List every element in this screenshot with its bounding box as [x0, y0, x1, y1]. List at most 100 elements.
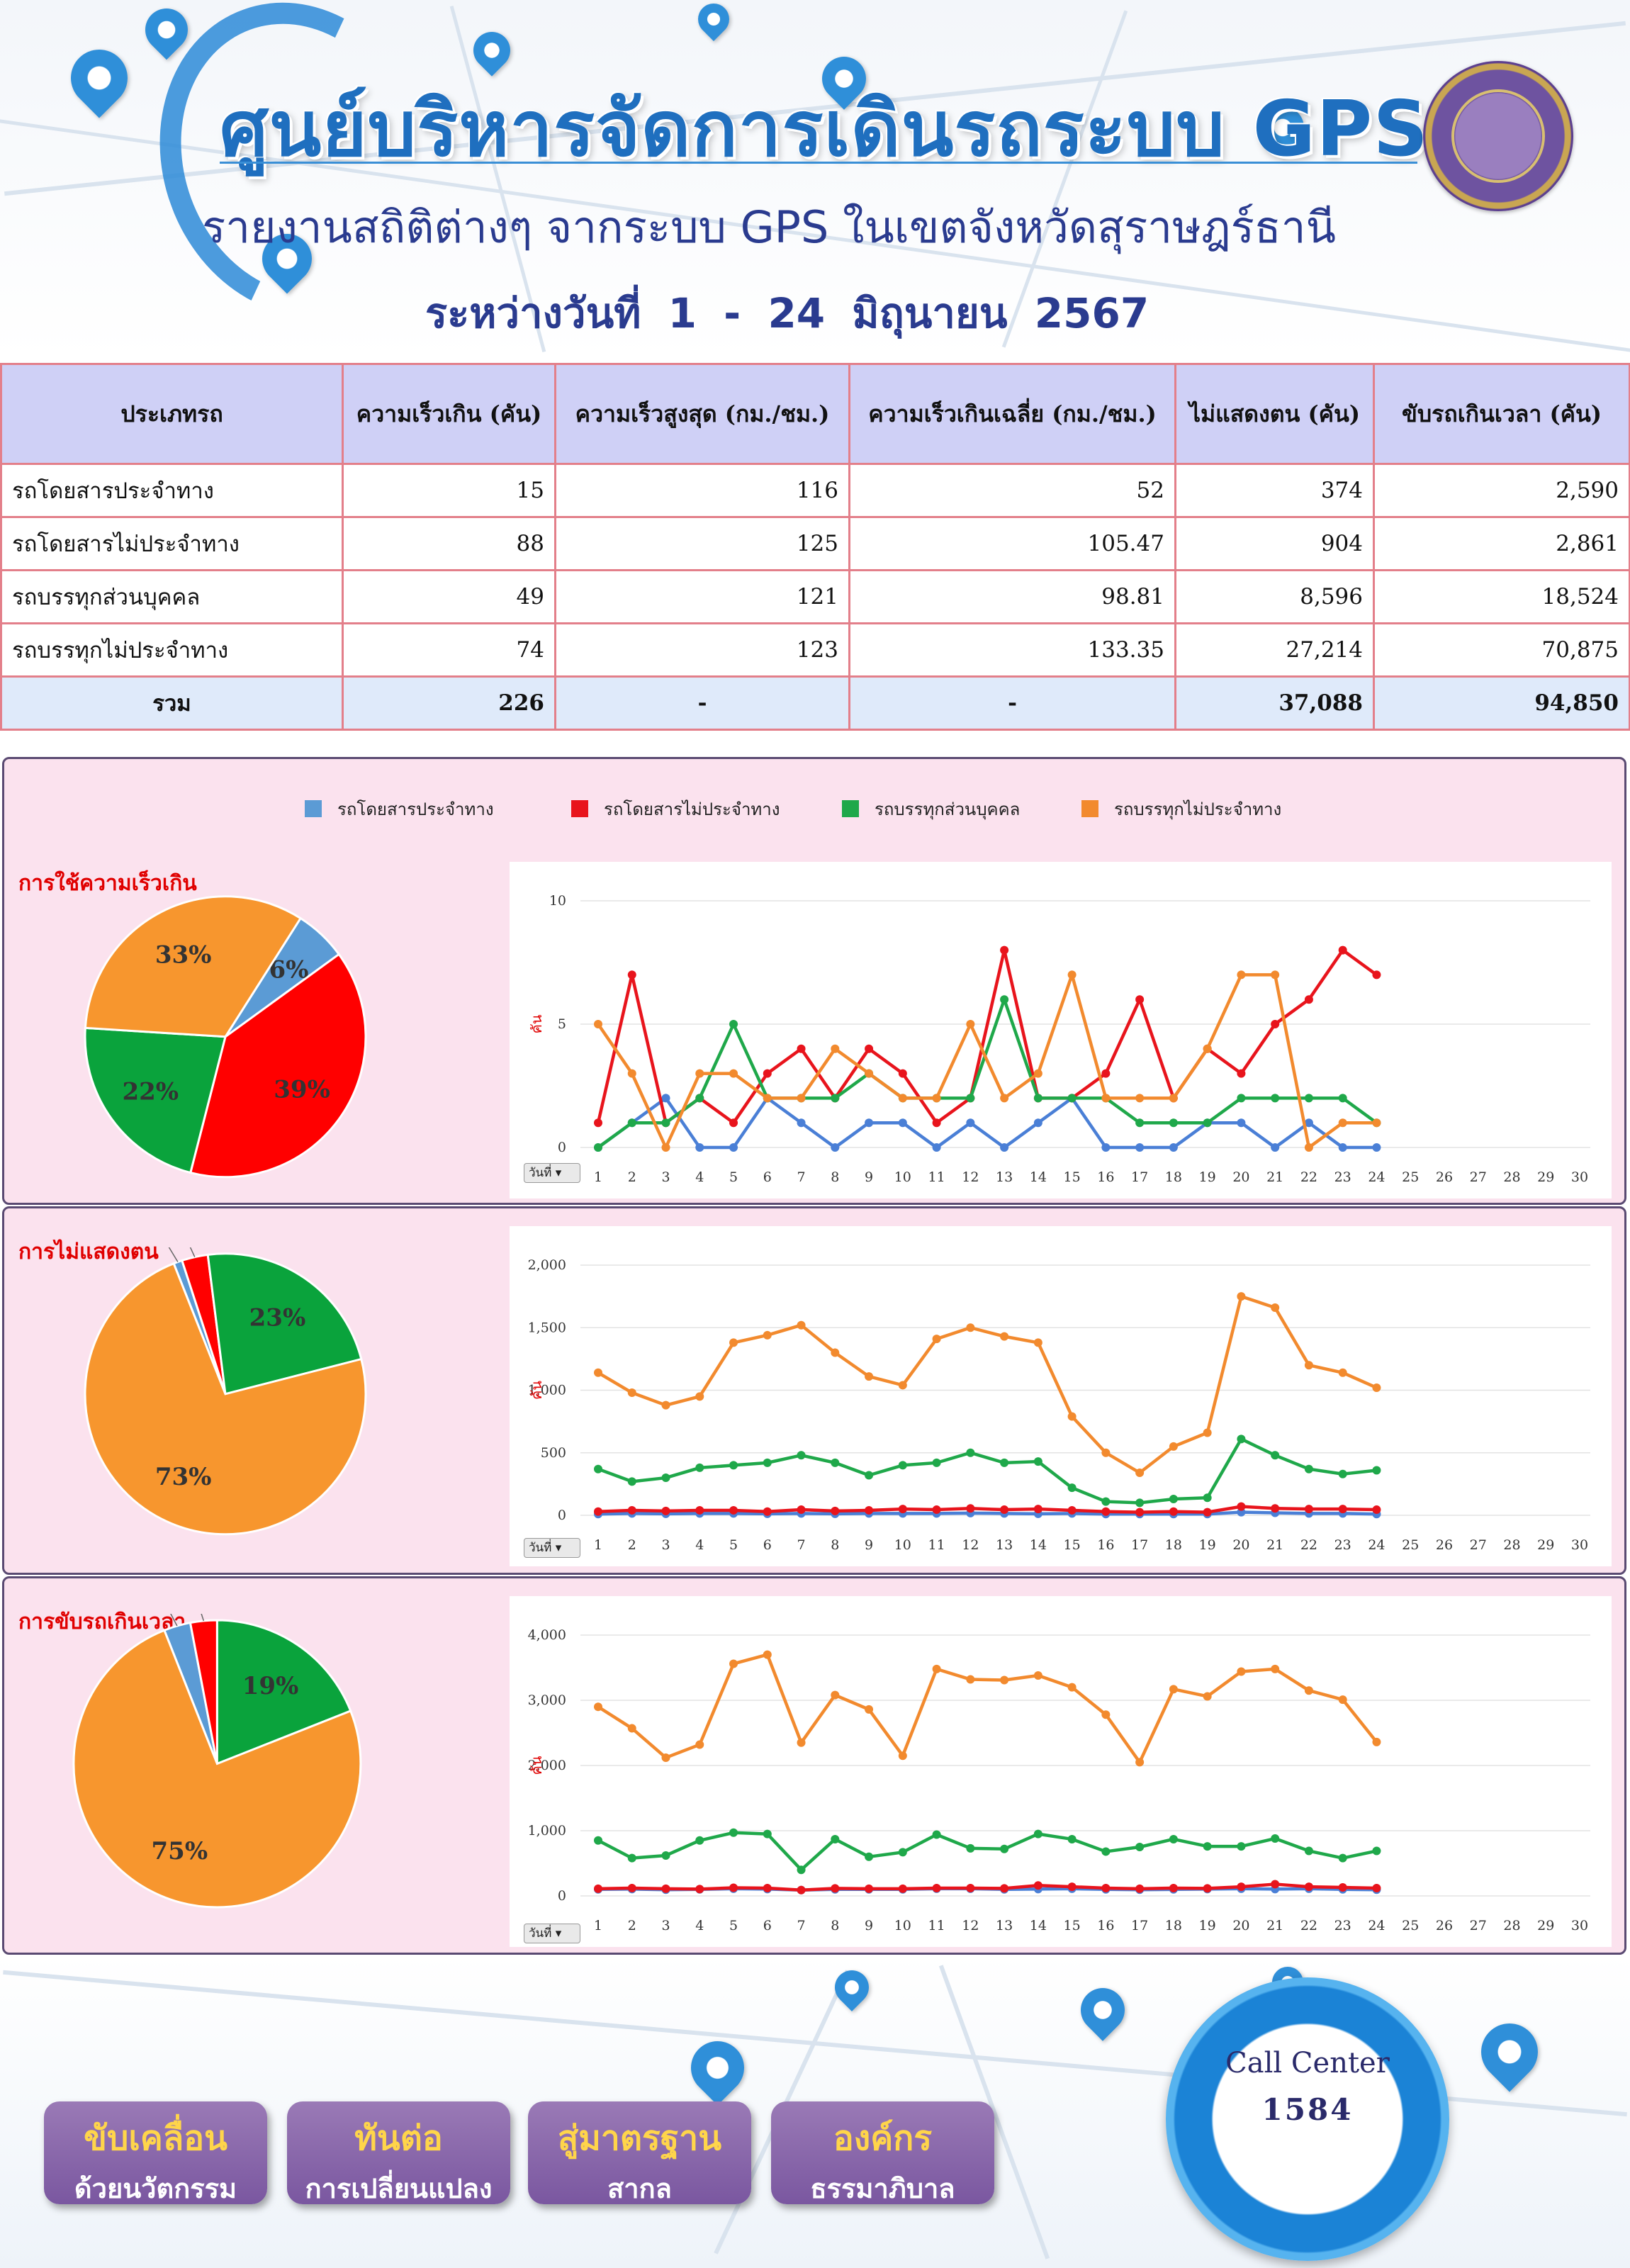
- motto-button-innovation[interactable]: ขับเคลื่อน ด้วยนวัตกรรม: [44, 2101, 267, 2204]
- data-point: [1101, 1710, 1111, 1719]
- call-center-label: Call Center: [1225, 2047, 1390, 2079]
- data-point: [932, 1883, 941, 1892]
- day-selector-dropdown[interactable]: วันที่ ▾: [524, 1924, 580, 1943]
- data-point: [1372, 1466, 1381, 1475]
- x-tick-label: 7: [797, 1918, 806, 1933]
- data-point: [1135, 1118, 1145, 1128]
- series-line: [597, 1510, 1377, 1516]
- data-point: [594, 1884, 602, 1893]
- data-point: [763, 1458, 772, 1467]
- x-tick-label: 9: [865, 1918, 873, 1933]
- y-tick-label: 1,000: [528, 1823, 566, 1838]
- data-point: [1271, 1020, 1280, 1028]
- x-tick-label: 7: [797, 1537, 806, 1553]
- data-point: [1067, 1882, 1077, 1892]
- x-tick-label: 22: [1300, 1169, 1317, 1185]
- data-point: [594, 1368, 602, 1377]
- motto-button-governance[interactable]: องค์กร ธรรมาภิบาล: [771, 2101, 994, 2204]
- data-point: [763, 1069, 772, 1078]
- y-tick-label: 1,000: [528, 1383, 566, 1398]
- data-point: [898, 1381, 907, 1390]
- motto-button-standard[interactable]: สู่มาตรฐาน สากล: [528, 2101, 751, 2204]
- data-point: [1101, 1847, 1111, 1856]
- data-point: [1000, 1094, 1009, 1103]
- data-point: [1135, 995, 1145, 1004]
- data-point: [1203, 1118, 1212, 1128]
- x-tick-label: 26: [1436, 1169, 1453, 1185]
- data-point: [865, 1884, 874, 1893]
- data-point: [695, 1740, 704, 1749]
- overtime-line-chart-area: 0 1,000 2,000 3,000 4,000 คัน 1 2 3 4 5 6 7 8 9 10 11 12 1…: [510, 1596, 1612, 1947]
- data-point: [1304, 1094, 1313, 1103]
- x-tick-label: 25: [1402, 1537, 1419, 1553]
- x-tick-label: 24: [1368, 1169, 1385, 1185]
- data-point: [1135, 1094, 1145, 1103]
- table-cell: 374: [1174, 463, 1375, 518]
- data-point: [1304, 1846, 1313, 1856]
- not-identified-line-chart-area: 0 500 1,000 1,500 2,000 คัน 1 2 3 4 5 6 7 8 9 10 11 12 13 1…: [510, 1226, 1612, 1566]
- data-point: [797, 1738, 806, 1747]
- data-point: [898, 1884, 907, 1893]
- x-tick-label: 4: [695, 1537, 704, 1553]
- call-center-number: 1584: [1261, 2092, 1354, 2127]
- x-tick-label: 3: [661, 1918, 670, 1933]
- x-tick-label: 9: [865, 1169, 873, 1185]
- x-tick-label: 4: [695, 1918, 704, 1933]
- y-tick-label: 4,000: [528, 1627, 566, 1643]
- data-point: [763, 1829, 772, 1838]
- motto-line: สากล: [607, 2173, 672, 2204]
- data-point: [1304, 1143, 1313, 1152]
- col-header-overtime-driving: ขับรถเกินเวลา (คัน): [1373, 363, 1630, 465]
- motto-line: ด้วยนวัตกรรม: [74, 2173, 237, 2204]
- series-line: [597, 973, 1377, 1150]
- data-point: [1101, 1094, 1111, 1103]
- day-selector-dropdown[interactable]: วันที่ ▾: [524, 1538, 580, 1558]
- page-title: ศูนย์บริหารจัดการเดินรถระบบ GPS: [220, 85, 1429, 174]
- data-point: [1203, 1692, 1212, 1701]
- table-cell: 74: [342, 622, 556, 678]
- data-point: [1338, 1695, 1347, 1705]
- data-point: [1338, 945, 1347, 955]
- legend-label: รถโดยสารไม่ประจำทาง: [604, 799, 780, 819]
- data-point: [695, 1505, 704, 1515]
- x-tick-label: 23: [1334, 1918, 1351, 1933]
- data-point: [1101, 1507, 1111, 1516]
- data-point: [932, 1143, 941, 1152]
- x-tick-label: 8: [831, 1169, 839, 1185]
- date-range: ระหว่างวันที่ 1 - 24 มิถุนายน 2567: [425, 289, 1150, 337]
- data-point: [695, 1885, 704, 1894]
- x-tick-label: 15: [1064, 1918, 1081, 1933]
- data-point: [932, 1118, 941, 1128]
- data-point: [831, 1143, 840, 1152]
- x-tick-label: 3: [661, 1537, 670, 1553]
- data-point: [1271, 970, 1280, 979]
- data-point: [1372, 1143, 1381, 1152]
- data-point: [831, 1834, 840, 1843]
- data-point: [627, 1724, 636, 1733]
- day-selector-dropdown[interactable]: วันที่ ▾: [524, 1163, 580, 1183]
- x-tick-label: 29: [1537, 1537, 1554, 1553]
- data-point: [661, 1400, 670, 1410]
- x-tick-label: 29: [1537, 1918, 1554, 1933]
- y-axis-label: คัน: [528, 1014, 545, 1033]
- table-cell: 8,596: [1174, 569, 1375, 624]
- call-center-text[interactable]: Call Center 1584: [1205, 2047, 1410, 2127]
- x-tick-label: 5: [729, 1918, 738, 1933]
- data-point: [966, 1675, 975, 1684]
- data-point: [627, 1505, 636, 1515]
- data-point: [729, 1143, 738, 1152]
- x-tick-label: 15: [1064, 1537, 1081, 1553]
- data-point: [797, 1885, 806, 1894]
- data-point: [729, 1338, 738, 1347]
- y-tick-label: 10: [549, 893, 566, 909]
- motto-line: องค์กร: [833, 2118, 933, 2158]
- data-point: [661, 1884, 670, 1893]
- data-point: [932, 1830, 941, 1839]
- y-tick-label: 0: [558, 1140, 566, 1155]
- x-tick-label: 13: [996, 1918, 1013, 1933]
- data-point: [1271, 1303, 1280, 1313]
- data-point: [695, 1392, 704, 1401]
- motto-button-change[interactable]: ทันต่อ การเปลี่ยนแปลง: [287, 2101, 510, 2204]
- data-point: [898, 1069, 907, 1078]
- pie-slice: [84, 1026, 227, 1174]
